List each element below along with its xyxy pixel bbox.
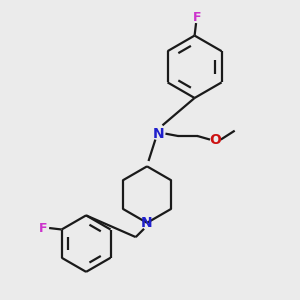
Text: F: F [192,11,201,24]
Text: N: N [141,216,153,230]
Text: O: O [209,133,221,147]
Text: N: N [153,127,165,141]
Text: F: F [39,221,47,235]
